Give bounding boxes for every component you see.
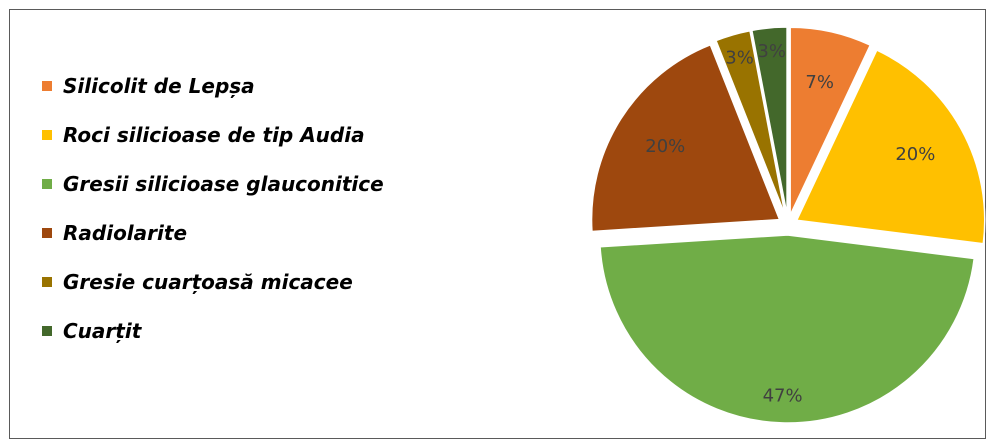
pie-chart: 7% 20% 47% 20% 3% 3% [590,26,986,423]
data-label-audia: 20% [895,144,935,165]
legend-label: Cuarțit [63,319,142,343]
legend-swatch [42,326,52,336]
legend-swatch [42,81,52,91]
legend-swatch [42,228,52,238]
legend-item-gresii-silicioase-glauconitice: Gresii silicioase glauconitice [42,170,462,219]
pie-slice-radiolarite [590,43,781,233]
legend-item-roci-silicioase-audia: Roci silicioase de tip Audia [42,121,462,170]
legend-label: Radiolarite [63,221,188,245]
legend-swatch [42,277,52,287]
data-label-radiolarite: 20% [645,136,685,157]
legend-item-radiolarite: Radiolarite [42,219,462,268]
legend-label: Gresii silicioase glauconitice [63,172,384,196]
pie-slice-cuartit [750,26,788,216]
pie-slice-audia [795,49,986,245]
legend-label: Silicolit de Lepșa [63,74,255,98]
data-label-micacee: 3% [725,47,754,68]
legend-swatch [42,179,52,189]
legend-swatch [42,130,52,140]
pie-slice-micacee [715,29,786,216]
data-label-silicolit: 7% [805,72,834,93]
pie-slice-silicolit [789,26,872,216]
legend-item-cuartit: Cuarțit [42,317,462,366]
legend-item-gresie-cuartoasa-micacee: Gresie cuarțoasă micacee [42,268,462,317]
data-label-cuartit: 3% [757,41,786,62]
legend-label: Roci silicioase de tip Audia [63,123,365,147]
data-label-glauconitice: 47% [763,386,803,407]
legend: Silicolit de Lepșa Roci silicioase de ti… [42,72,462,366]
legend-label: Gresie cuarțoasă micacee [63,270,353,294]
legend-item-silicolit-de-lepsa: Silicolit de Lepșa [42,72,462,121]
